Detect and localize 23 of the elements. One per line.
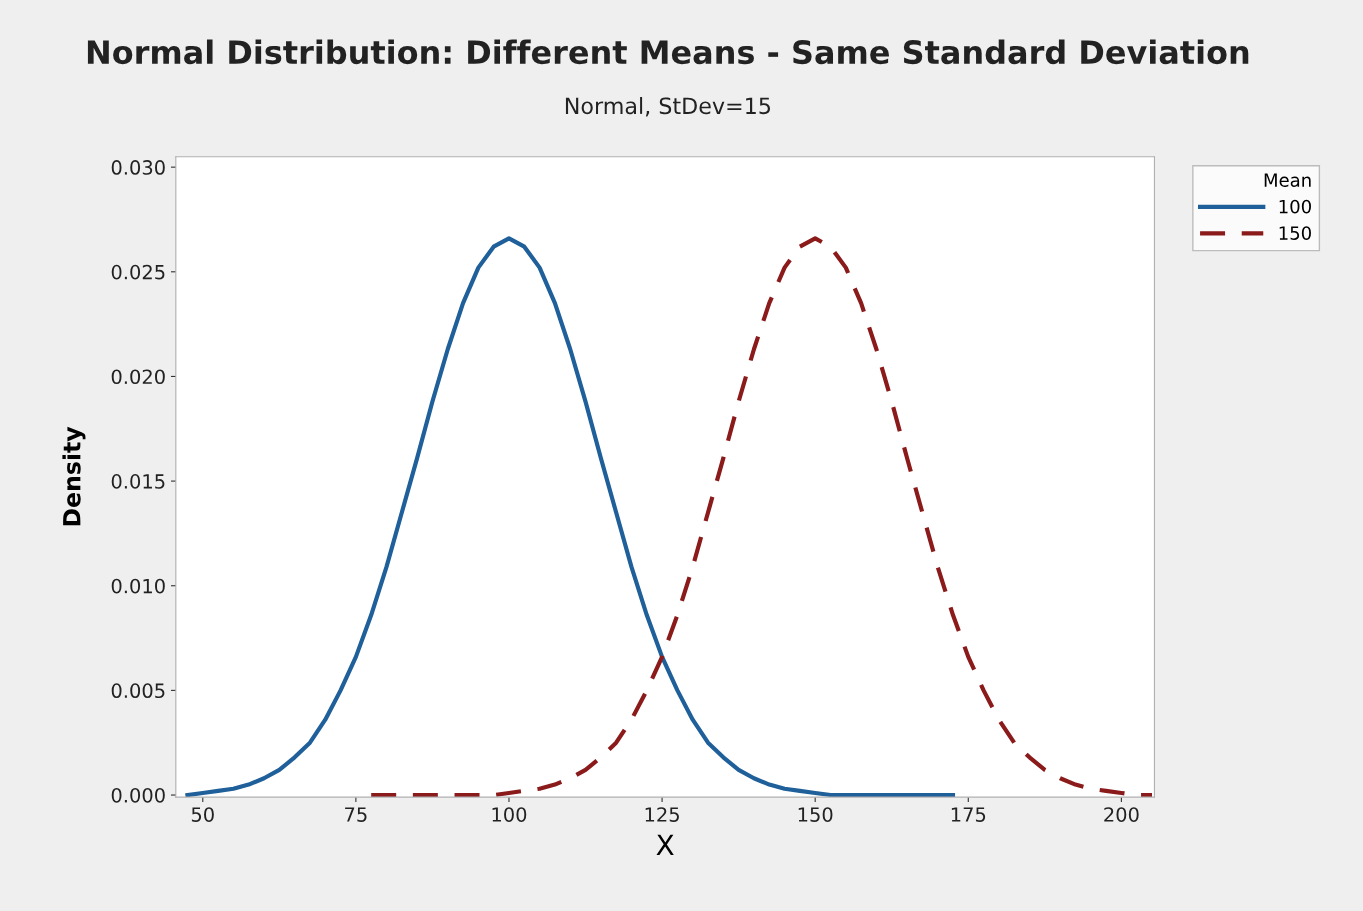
y-tick-label: 0.000 — [111, 787, 165, 803]
chart-subtitle: Normal, StDev=15 — [565, 96, 771, 117]
chart-title: Normal Distribution: Different Means - Same Standard Deviation — [87, 39, 1249, 65]
x-axis-title: X — [656, 834, 674, 856]
x-tick-label: 125 — [645, 807, 679, 822]
y-tick-label: 0.010 — [111, 578, 165, 594]
y-tick-label: 0.015 — [111, 474, 165, 489]
y-axis-title: Density — [62, 426, 86, 526]
x-tick-label: 75 — [345, 807, 367, 822]
x-tick-label: 200 — [1104, 807, 1139, 822]
legend-label: 150 — [1279, 226, 1311, 240]
y-tick-label: 0.005 — [111, 683, 165, 699]
y-tick-label: 0.025 — [111, 264, 165, 280]
y-tick-label: 0.020 — [111, 369, 165, 385]
line-series — [369, 236, 1155, 798]
x-tick-label: 150 — [798, 807, 833, 822]
y-tick-label: 0.030 — [111, 160, 165, 175]
x-tick-label: 100 — [492, 807, 527, 822]
x-tick-label: 175 — [951, 807, 986, 822]
line-series — [185, 236, 956, 798]
legend-title: Mean — [1264, 173, 1311, 187]
x-tick-label: 50 — [191, 807, 214, 822]
legend-label: 100 — [1279, 199, 1311, 214]
